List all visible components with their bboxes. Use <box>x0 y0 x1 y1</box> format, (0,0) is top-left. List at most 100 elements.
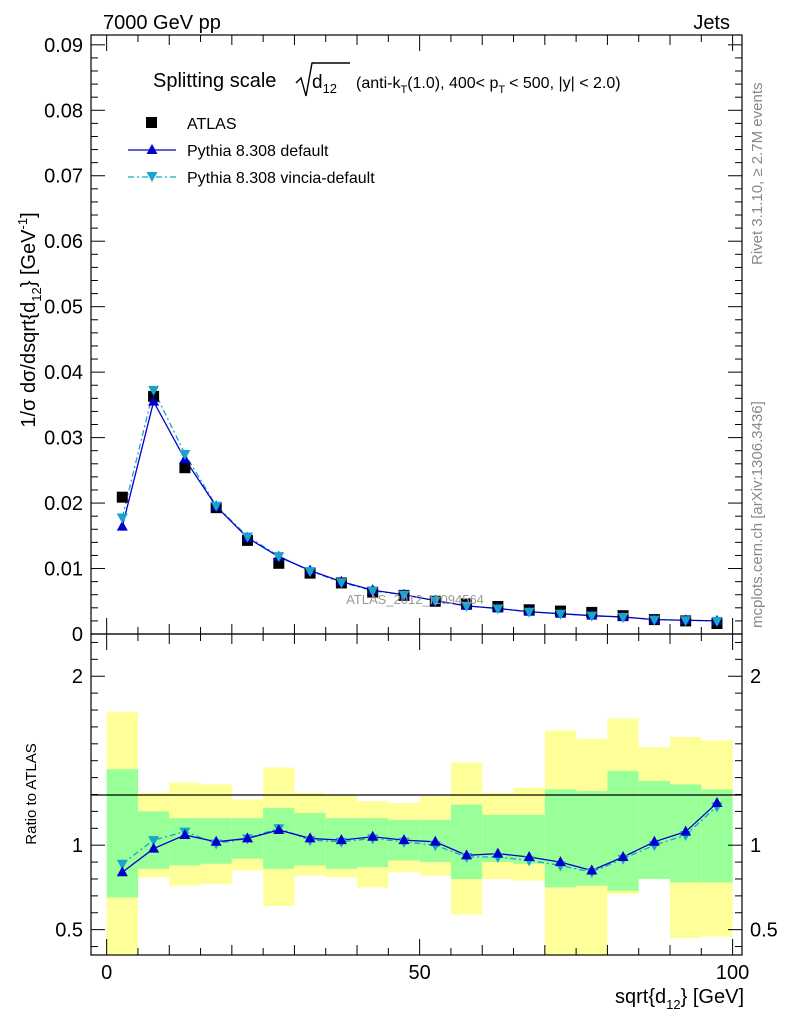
point-vincia <box>335 578 347 589</box>
y-tick-label: 0.04 <box>44 362 83 384</box>
ratio-tick-label-right: 2 <box>750 666 761 688</box>
top-ylabel-sub: 12 <box>29 287 44 301</box>
point-default <box>116 520 128 531</box>
header-right: Jets <box>693 12 730 34</box>
band-inner-bin <box>169 818 201 866</box>
ratio-point-default <box>367 830 379 841</box>
watermark: ATLAS_2012_I1094564 <box>346 592 484 607</box>
ratio-point-default <box>492 847 504 858</box>
point-vincia <box>586 611 598 622</box>
point-atlas <box>116 491 128 503</box>
ratio-point-default <box>680 825 692 836</box>
rivet-label: Rivet 3.1.10, ≥ 2.7M events <box>749 83 766 266</box>
point-vincia <box>304 567 316 578</box>
point-vincia <box>648 615 660 626</box>
top-ylabel-main: 1/σ dσ/dsqrt{d <box>18 302 40 428</box>
ratio-point-default <box>179 829 191 840</box>
ratio-point-default <box>429 835 441 846</box>
xlabel-end: } [GeV] <box>681 986 744 1008</box>
title-part-1: (anti-k <box>356 75 401 92</box>
point-atlas <box>273 557 285 569</box>
ratio-tick-label-right: 1 <box>750 835 761 857</box>
title-main: Splitting scale <box>153 70 276 92</box>
svg-text:(anti-kT(1.0), 400< pT< 500, |: (anti-kT(1.0), 400< pT < 500, |y| < 2.0) <box>356 75 621 96</box>
ratio-point-default <box>241 832 253 843</box>
legend-marker-atlas <box>146 117 157 128</box>
point-vincia <box>617 612 629 623</box>
y-tick-label: 0.02 <box>44 493 83 515</box>
legend-label-default: Pythia 8.308 default <box>187 143 329 160</box>
ratio-point-default <box>116 866 128 877</box>
point-vincia <box>711 616 723 627</box>
main-series <box>116 385 723 630</box>
ratio-point-vincia <box>148 836 160 847</box>
ratio-line-default <box>121 802 718 873</box>
point-vincia <box>179 449 191 460</box>
y-tick-label: 0.08 <box>44 100 83 122</box>
ratio-point-default <box>554 856 566 867</box>
legend-marker-default <box>146 144 158 154</box>
point-default <box>148 395 160 406</box>
title-part-2-sub: T <box>498 84 505 96</box>
ratio-y-ticks: 0.5 0.5 1 1 2 2 <box>55 641 778 948</box>
x-ticks: 0 50 100 <box>101 35 749 984</box>
ratio-y-axis-label: Ratio to ATLAS <box>23 743 40 844</box>
y-tick-label: 0.01 <box>44 559 83 581</box>
x-tick-label: 100 <box>716 962 749 984</box>
band-inner-bin <box>638 780 671 879</box>
ratio-line-vincia <box>121 805 718 873</box>
point-vincia <box>210 501 222 512</box>
point-vincia <box>523 607 535 618</box>
chart-title: Splitting scale d12 (anti-k T(1.0), 400< … <box>153 62 621 97</box>
point-vincia <box>241 532 253 543</box>
main-y-ticks: 0 0.01 0.02 0.03 0.04 0.05 0.06 0.07 0.08 0.09 <box>44 35 742 646</box>
band-inner-bin <box>544 789 577 888</box>
ratio-tick-label: 2 <box>72 666 83 688</box>
y-tick-label: 0 <box>72 624 83 646</box>
ratio-point-default <box>617 851 629 862</box>
top-ylabel-mid: } [GeV <box>18 229 40 287</box>
ratio-bands <box>106 711 733 955</box>
xlabel-main: sqrt{d <box>615 986 666 1008</box>
band-inner-bin <box>106 769 138 898</box>
x-tick-label: 50 <box>409 962 431 984</box>
ratio-tick-label: 0.5 <box>55 920 83 942</box>
x-axis-label: sqrt{d12} [GeV] <box>615 986 744 1012</box>
ratio-point-default <box>648 835 660 846</box>
y-tick-label: 0.07 <box>44 166 83 188</box>
ratio-point-default <box>210 835 222 846</box>
legend: ATLAS Pythia 8.308 default Pythia 8.308 … <box>128 116 375 187</box>
ratio-point-default <box>523 851 535 862</box>
ratio-tick-label-right: 0.5 <box>750 920 778 942</box>
svg-text:d12: d12 <box>312 72 337 96</box>
title-d-sub: 12 <box>323 81 337 96</box>
y-tick-label: 0.09 <box>44 35 83 57</box>
legend-label-atlas: ATLAS <box>187 116 237 133</box>
ratio-tick-label: 1 <box>72 835 83 857</box>
title-d: d <box>312 72 323 93</box>
title-part-3: < 500, |y| < 2.0) <box>509 75 621 92</box>
band-inner-bin <box>607 770 639 891</box>
ratio-point-default <box>586 864 598 875</box>
top-ylabel-end: ] <box>18 212 40 218</box>
point-vincia <box>273 552 285 563</box>
legend-label-vincia: Pythia 8.308 vincia-default <box>187 170 375 187</box>
point-atlas <box>179 462 191 474</box>
y-tick-label: 0.05 <box>44 297 83 319</box>
point-vincia <box>398 590 410 601</box>
mcplots-label: mcplots.cern.ch [arXiv:1306.3436] <box>749 401 766 628</box>
ratio-point-vincia <box>116 859 128 870</box>
ratio-point-default <box>273 823 285 834</box>
sqrt-symbol <box>295 62 350 97</box>
top-ylabel-sup: -1 <box>15 218 30 230</box>
ratio-series <box>116 796 723 879</box>
ratio-point-default <box>148 842 160 853</box>
y-tick-label: 0.03 <box>44 428 83 450</box>
legend-marker-vincia <box>146 172 158 182</box>
point-vincia <box>554 609 566 620</box>
xlabel-sub: 12 <box>666 997 680 1012</box>
svg-text:Splitting scale: Splitting scale <box>153 70 276 92</box>
title-part-2: (1.0), 400< p <box>407 75 498 92</box>
point-vincia <box>461 601 473 612</box>
